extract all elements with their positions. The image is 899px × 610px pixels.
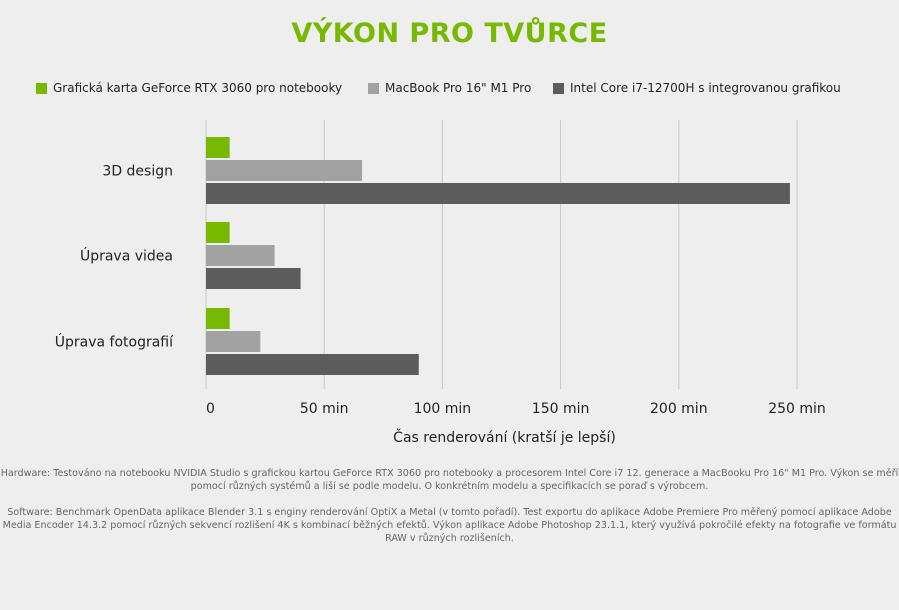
bar-chart: 0 50 min 100 min 150 min 200 min 250 min Čas r… <box>55 120 826 446</box>
bar-3d-design-series-3 <box>206 183 790 204</box>
legend-label-macbook: MacBook Pro 16" M1 Pro <box>385 81 532 95</box>
bar-uprava-videa-series-1 <box>206 222 230 243</box>
x-tick-label-150: 150 min <box>532 401 590 417</box>
x-axis-label: Čas renderování (kratší je lepší) <box>393 428 616 446</box>
legend-item-rtx3060: Grafická karta GeForce RTX 3060 pro note… <box>36 81 342 95</box>
bar-uprava-videa-series-2 <box>206 245 275 266</box>
bar-uprava-fotografii-series-1 <box>206 308 230 329</box>
hardware-note: Hardware: Testováno na notebooku NVIDIA … <box>0 468 899 492</box>
bar-uprava-videa-series-3 <box>206 268 301 289</box>
bar-3d-design-series-1 <box>206 137 230 158</box>
chart-title: VÝKON PRO TVŮRCE <box>291 18 608 49</box>
software-note: Software: Benchmark OpenData aplikace Bl… <box>2 507 897 544</box>
legend-item-macbook: MacBook Pro 16" M1 Pro <box>368 81 531 95</box>
x-tick-label-50: 50 min <box>300 401 349 417</box>
legend-swatch-macbook <box>368 82 379 94</box>
category-label-3d-design: 3D design <box>102 164 173 180</box>
legend-swatch-rtx3060 <box>36 82 47 94</box>
x-tick-label-100: 100 min <box>414 401 472 417</box>
footnotes: Hardware: Testováno na notebooku NVIDIA … <box>0 467 899 558</box>
x-tick-label-250: 250 min <box>768 401 826 417</box>
legend-item-intel: Intel Core i7-12700H s integrovanou graf… <box>553 81 841 95</box>
legend-label-intel: Intel Core i7-12700H s integrovanou graf… <box>570 81 841 95</box>
category-label-uprava-videa: Úprava videa <box>80 247 173 265</box>
bar-3d-design-series-2 <box>206 160 363 181</box>
legend: Grafická karta GeForce RTX 3060 pro note… <box>36 81 886 97</box>
legend-swatch-intel <box>553 82 564 94</box>
bar-uprava-fotografii-series-3 <box>206 354 419 375</box>
bar-uprava-fotografii-series-2 <box>206 331 261 352</box>
x-tick-label-0: 0 <box>206 401 215 417</box>
legend-label-rtx3060: Grafická karta GeForce RTX 3060 pro note… <box>53 81 343 95</box>
category-label-uprava-fotografii: Úprava fotografií <box>55 333 174 351</box>
x-tick-label-200: 200 min <box>650 401 708 417</box>
